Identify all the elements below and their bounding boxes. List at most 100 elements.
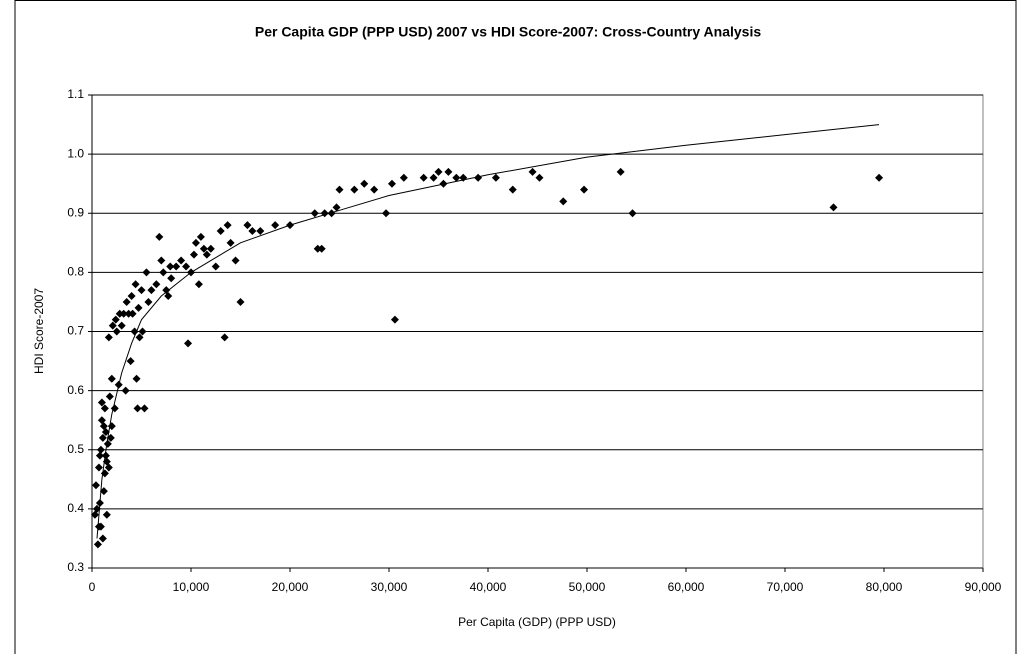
data-point [157,256,166,265]
data-point [187,268,195,277]
data-point [100,404,109,413]
data-point [96,522,105,531]
data-point [119,309,128,318]
data-point [444,167,453,176]
data-point [137,286,146,295]
y-tick-label: 0.5 [67,442,84,456]
data-point [147,286,156,295]
data-point [104,333,113,342]
data-point [211,262,220,271]
y-tick-label: 0.3 [67,560,84,574]
data-point [152,280,161,289]
x-tick-label: 30,000 [371,580,408,594]
data-point [128,309,137,318]
data-point [172,262,181,271]
data-point [390,315,399,324]
data-point [164,292,173,301]
data-point [184,339,193,348]
data-point [111,315,120,324]
data-point [350,185,359,194]
x-tick-label: 60,000 [668,580,705,594]
data-point [182,262,191,271]
data-point [310,209,319,218]
x-tick-label: 90,000 [965,580,1002,594]
data-point [144,297,153,306]
data-point [104,463,113,472]
data-point [96,445,105,454]
data-point [112,327,121,336]
data-point [110,404,119,413]
chart-title: Per Capita GDP (PPP USD) 2007 vs HDI Sco… [255,24,761,40]
trendline [96,124,880,539]
data-point [196,232,205,241]
y-tick-label: 0.7 [67,324,84,338]
data-point [335,185,344,194]
data-point [419,173,428,182]
data-point [271,221,280,230]
data-point [580,185,589,194]
data-point [131,280,140,289]
data-point [459,173,468,182]
data-point [382,209,391,218]
data-point [327,209,336,218]
data-point [134,303,143,312]
data-point [360,179,369,188]
data-point [105,392,114,401]
data-point [256,226,265,235]
data-point [90,510,99,519]
data-point [535,173,544,182]
data-point [189,250,198,259]
data-point [93,540,102,549]
data-point [199,244,208,253]
data-point [452,173,461,182]
data-point [92,504,101,513]
data-point [101,451,110,460]
y-tick-label: 0.6 [67,383,84,397]
data-point [616,167,625,176]
data-point [98,534,107,543]
data-point [114,380,123,389]
data-point [429,173,438,182]
x-tick-label: 20,000 [272,580,309,594]
data-point [102,510,111,519]
data-point [121,386,130,395]
x-tick-label: 40,000 [470,580,507,594]
data-point [220,333,229,342]
data-point [107,422,116,431]
data-point [177,256,186,265]
data-point [133,404,142,413]
y-tick-label: 1.0 [67,146,84,160]
data-point [122,297,131,306]
data-point [875,173,884,182]
data-point [528,167,537,176]
data-point [97,398,106,407]
data-point [94,463,103,472]
data-point [223,221,232,230]
data-point [167,274,176,283]
data-point [248,226,257,235]
y-tick-label: 0.8 [67,265,84,279]
data-point [439,179,448,188]
data-point [370,185,379,194]
data-point [202,250,211,259]
data-point [434,167,443,176]
data-point [100,469,109,478]
data-point [138,327,147,336]
data-point [387,179,396,188]
data-point [226,238,235,247]
x-tick-label: 80,000 [866,580,903,594]
data-point [101,428,110,437]
data-point [829,203,838,212]
data-point [166,262,175,271]
x-tick-label: 70,000 [767,580,804,594]
x-tick-label: 10,000 [173,580,210,594]
x-tick-label: 50,000 [569,580,606,594]
data-point [206,244,215,253]
y-axis-label: HDI Score-2007 [32,288,46,374]
data-point [474,173,483,182]
data-point [99,487,108,496]
data-point [559,197,568,206]
y-tick-label: 0.9 [67,205,84,219]
x-tick-label: 0 [89,580,96,594]
